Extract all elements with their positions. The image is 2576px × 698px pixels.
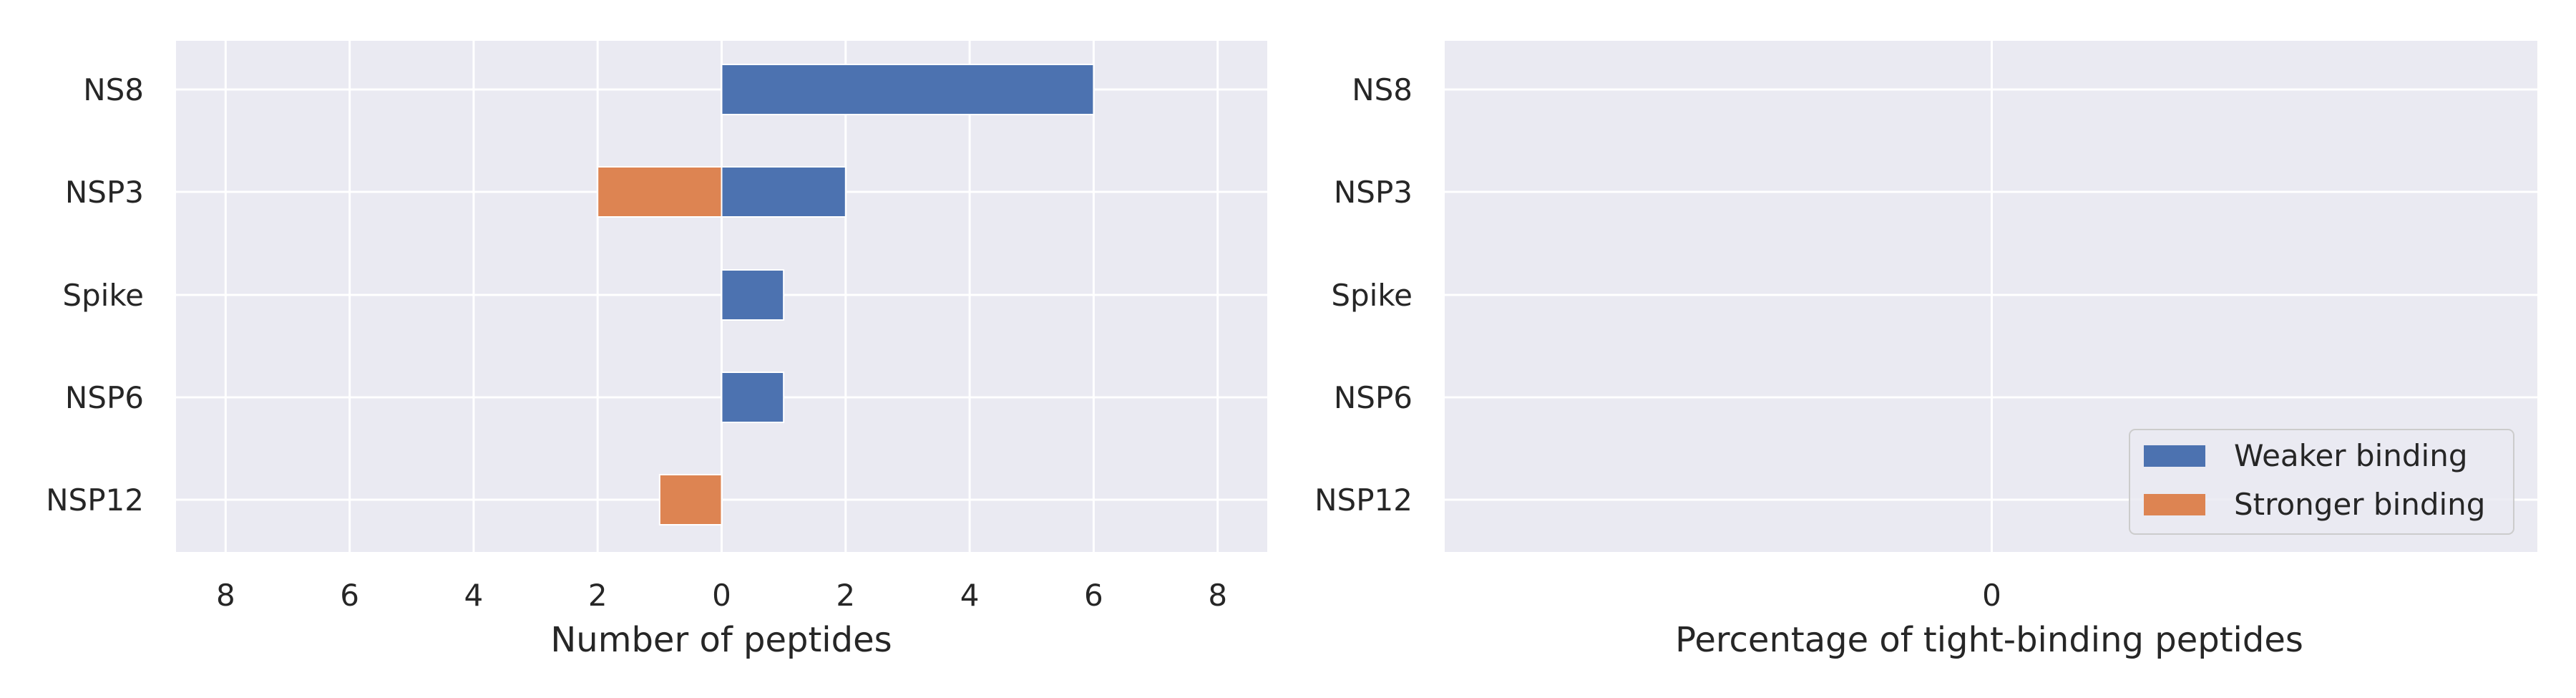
bar-weaker-binding-spike xyxy=(721,269,785,321)
left-y-tick-label: NSP6 xyxy=(65,380,144,415)
legend-swatch-weaker xyxy=(2144,445,2205,467)
left-x-tick-label: 4 xyxy=(464,578,484,613)
bar-stronger-binding-nsp12 xyxy=(658,474,723,525)
left-x-tick-label: 8 xyxy=(216,578,235,613)
left-y-tick-label: NSP3 xyxy=(65,175,144,210)
legend-label-stronger: Stronger binding xyxy=(2234,487,2485,522)
legend-swatch-stronger xyxy=(2144,494,2205,515)
left-x-tick-label: 2 xyxy=(588,578,608,613)
left-chart: NS8 NSP3 Spike NSP6 NSP12 8 6 4 2 0 2 4 6 8 Number o… xyxy=(46,41,1267,660)
legend-label-weaker: Weaker binding xyxy=(2234,438,2467,473)
right-y-tick-label: NSP12 xyxy=(1314,483,1413,518)
right-y-tick-label: NS8 xyxy=(1352,72,1413,107)
right-y-tick-label: NSP6 xyxy=(1334,380,1413,415)
left-x-tick-label: 6 xyxy=(340,578,359,613)
left-x-tick-label: 0 xyxy=(712,578,731,613)
bar-weaker-binding-nsp3 xyxy=(721,166,847,218)
right-x-tick-label: 0 xyxy=(1982,578,2001,613)
left-x-tick-label: 6 xyxy=(1084,578,1103,613)
right-y-tick-label: Spike xyxy=(1331,278,1413,313)
right-y-tick-label: NSP3 xyxy=(1334,175,1413,210)
legend-frame xyxy=(2129,429,2514,535)
left-y-tick-label: Spike xyxy=(62,278,144,313)
left-x-tick-label: 8 xyxy=(1208,578,1227,613)
left-x-tick-label: 2 xyxy=(836,578,855,613)
left-x-tick-label: 4 xyxy=(960,578,980,613)
bar-weaker-binding-nsp6 xyxy=(721,372,785,423)
left-y-tick-label: NS8 xyxy=(83,72,144,107)
left-x-axis-label: Number of peptides xyxy=(550,620,892,660)
right-x-axis-label: Percentage of tight-binding peptides xyxy=(1675,620,2303,660)
right-chart: NS8 NSP3 Spike NSP6 NSP12 0 Percentage of ti… xyxy=(1314,41,2537,660)
bar-stronger-binding-nsp3 xyxy=(597,166,723,218)
legend: Weaker binding Stronger binding xyxy=(2129,429,2514,535)
left-y-tick-label: NSP12 xyxy=(46,483,144,518)
bar-weaker-binding-ns8 xyxy=(721,64,1095,115)
